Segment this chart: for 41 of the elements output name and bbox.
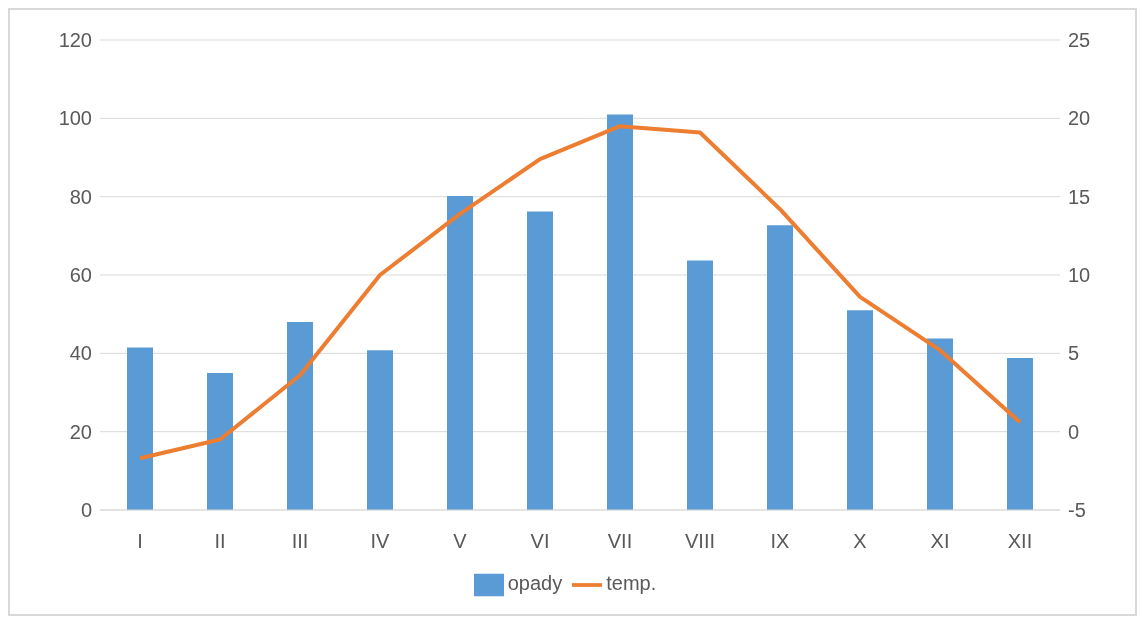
y2-tick-label: 25 xyxy=(1068,29,1091,52)
x-tick-label: IX xyxy=(770,530,790,553)
x-tick-label: III xyxy=(291,530,309,553)
bar xyxy=(847,310,873,510)
bar xyxy=(207,372,233,510)
bar xyxy=(367,350,393,510)
bar xyxy=(1007,358,1033,510)
x-tick-label: X xyxy=(853,530,867,553)
x-tick-label: I xyxy=(137,530,143,553)
bar xyxy=(687,260,713,510)
bar xyxy=(527,211,553,510)
y2-tick-label: -5 xyxy=(1068,499,1086,522)
y-tick-label: 80 xyxy=(69,185,92,208)
x-tick-label: II xyxy=(214,530,226,553)
legend-label: opady xyxy=(507,572,563,595)
bar xyxy=(287,322,313,510)
y-tick-label: 40 xyxy=(69,342,92,365)
line-series xyxy=(138,124,1022,461)
y-tick-label: 120 xyxy=(58,29,92,52)
y2-tick-label: 15 xyxy=(1068,185,1091,208)
y-tick-label: 60 xyxy=(69,264,92,287)
legend-label: temp. xyxy=(606,572,657,595)
y2-tick-label: 5 xyxy=(1068,342,1080,365)
x-tick-label: VI xyxy=(530,530,550,553)
x-tick-label: V xyxy=(453,530,468,553)
x-tick-label: VII xyxy=(607,530,633,553)
x-tick-label: IV xyxy=(370,530,391,553)
y-tick-label: 0 xyxy=(80,499,92,522)
bar xyxy=(447,195,473,510)
y2-tick-label: 10 xyxy=(1068,264,1091,287)
bar xyxy=(767,225,793,510)
y-tick-label: 20 xyxy=(69,420,92,443)
x-tick-label: XII xyxy=(1007,530,1033,553)
y-tick-label: 100 xyxy=(58,107,92,130)
x-tick-label: VIII xyxy=(684,530,716,553)
bar xyxy=(127,347,153,510)
x-tick-label: XI xyxy=(930,530,950,553)
bar xyxy=(927,338,953,510)
y2-tick-label: 20 xyxy=(1068,107,1091,130)
y2-tick-label: 0 xyxy=(1068,420,1080,443)
bar xyxy=(607,114,633,510)
